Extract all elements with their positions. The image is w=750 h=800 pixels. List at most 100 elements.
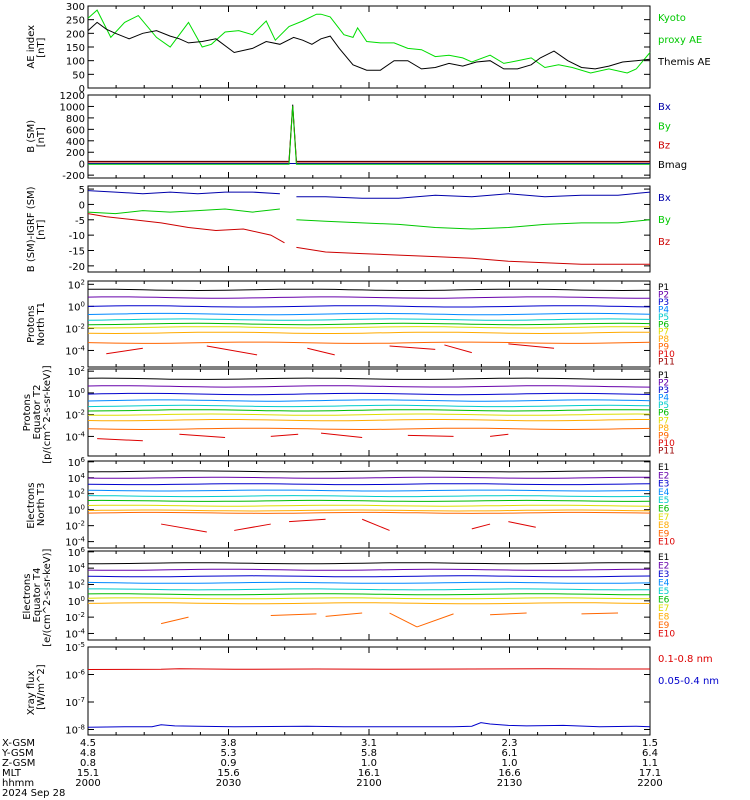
y-tick-label: 150: [66, 43, 85, 54]
series-line-E9: [87, 511, 651, 514]
y-axis-title: Equator T2: [32, 385, 43, 440]
legend-entry: P5: [658, 313, 669, 323]
x-axis-value: 5.8: [361, 748, 377, 759]
legend-entry: E8: [658, 613, 670, 623]
legend-entry: By: [658, 121, 671, 132]
series-line-E6: [87, 593, 651, 596]
x-axis-value: 2130: [497, 778, 522, 789]
series-line-By: [87, 208, 280, 215]
y-axis-title: AE index: [26, 25, 37, 69]
x-axis-value: 2200: [637, 778, 662, 789]
x-axis-row-label: Z-GSM: [2, 758, 35, 769]
legend-entry: P10: [658, 439, 675, 449]
series-segment-E9: [325, 612, 363, 617]
series-line-P8: [87, 331, 650, 335]
legend-entry: E2: [658, 471, 669, 481]
legend-entry: E10: [658, 630, 675, 640]
y-tick-label: 10-5: [65, 641, 85, 654]
series-segment-P10: [490, 433, 509, 437]
legend-entry: E1: [658, 463, 669, 473]
legend-entry: P2: [658, 290, 669, 300]
y-tick-label: 10-2: [65, 611, 85, 624]
legend-entry: P9: [658, 343, 669, 353]
y-tick-label: 100: [68, 300, 85, 313]
panel-5: [87, 368, 651, 457]
panel-8: [87, 646, 651, 736]
x-axis-value: 3.1: [361, 738, 377, 749]
x-axis-value: 2000: [75, 778, 100, 789]
panel-4: [87, 280, 651, 368]
series-line-Kyoto proxy AE: [87, 9, 651, 74]
series-line-E5: [87, 495, 651, 498]
legend-entry: E4: [658, 488, 670, 498]
legend-entry: P4: [658, 394, 669, 404]
series-segment-P10: [320, 432, 363, 439]
panel-frame: [87, 94, 651, 179]
y-tick-label: 106: [68, 456, 86, 469]
x-axis-value: 0.9: [221, 758, 237, 769]
y-tick-label: 10-2: [65, 409, 85, 422]
series-line-E1: [87, 470, 651, 473]
series-segment-E9: [389, 612, 418, 628]
series-segment-E10: [361, 518, 390, 531]
series-line-By: [296, 219, 651, 230]
legend-entry: P3: [658, 298, 669, 308]
panel-3: [87, 185, 651, 273]
series-segment-P10: [97, 438, 143, 442]
y-axis-title: [nT]: [36, 37, 47, 57]
series-line-E5: [88, 588, 651, 591]
y-tick-label: 10-4: [65, 627, 85, 640]
series-line-P6: [87, 409, 651, 412]
series-segment-E10: [289, 518, 326, 523]
legend-entry: E6: [658, 596, 670, 606]
series-line-Bx: [87, 190, 280, 195]
series-line-P3: [87, 305, 651, 308]
series-line-E2: [87, 568, 650, 571]
y-tick-label: 1200: [60, 91, 85, 102]
x-axis-value: 1.5: [642, 738, 658, 749]
series-line-Bz: [296, 246, 650, 265]
x-axis-value: 0.8: [80, 758, 96, 769]
legend-entry: E3: [658, 570, 669, 580]
legend-entry: E6: [658, 505, 670, 515]
legend-entry: P11: [658, 358, 675, 368]
x-axis-row-label: X-GSM: [2, 738, 35, 749]
x-axis-row-label: hhmm: [2, 778, 34, 789]
x-axis-value: 4.5: [80, 738, 96, 749]
legend-entry: P1: [658, 283, 669, 293]
y-tick-label: 102: [68, 365, 85, 378]
y-tick-label: 0: [79, 84, 85, 95]
legend-entry: E10: [658, 538, 675, 548]
series-line-E8: [87, 509, 651, 512]
y-tick-label: 250: [66, 16, 85, 27]
legend-entry: P1: [658, 371, 669, 381]
series-line-P3: [87, 392, 651, 396]
series-line-P4: [87, 312, 651, 316]
y-axis-title: B (SM)-IGRF (SM): [26, 186, 37, 272]
panel-frame: [87, 185, 651, 273]
series-line-P5: [87, 318, 651, 321]
series-line-E3: [87, 575, 651, 578]
y-tick-label: 300: [66, 2, 85, 13]
y-axis-title: North T3: [36, 482, 47, 526]
y-tick-label: 10-4: [65, 344, 85, 357]
y-tick-label: 100: [68, 387, 85, 400]
series-line-P1: [87, 377, 651, 380]
series-line-P6: [87, 322, 651, 326]
panel-frame: [87, 368, 651, 457]
x-axis-value: 15.1: [77, 768, 99, 779]
y-tick-label: 0: [79, 200, 85, 211]
legend-entry: E9: [658, 529, 670, 539]
panel-7: [87, 550, 651, 641]
series-line-P1: [88, 288, 651, 292]
series-line-E1: [88, 562, 651, 565]
series-line-Bx: [296, 191, 651, 199]
legend-entry: E1: [658, 553, 669, 563]
x-axis-value: 6.1: [502, 748, 518, 759]
y-tick-label: -15: [69, 247, 85, 258]
series-segment-E10: [234, 523, 271, 531]
legend-entry: 0.05-0.4 nm: [658, 676, 719, 687]
legend-entry: P11: [658, 446, 675, 456]
series-line-Themis AE: [87, 21, 651, 71]
